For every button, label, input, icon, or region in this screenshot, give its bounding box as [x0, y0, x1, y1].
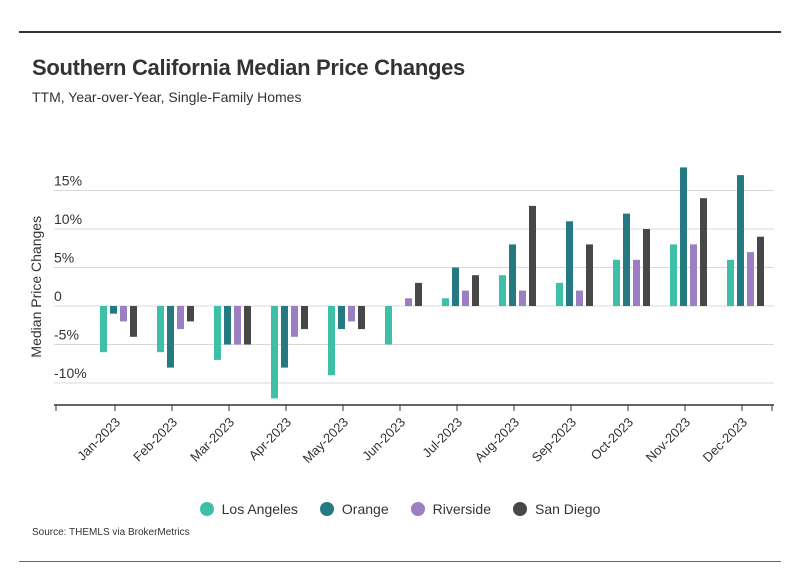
bar-los-angeles	[670, 244, 677, 306]
bar-san-diego	[244, 306, 251, 345]
bar-orange	[680, 167, 687, 306]
bar-orange	[566, 221, 573, 306]
x-tick-label: Feb-2023	[130, 415, 180, 465]
legend-item: Riverside	[410, 501, 491, 517]
bar-riverside	[234, 306, 241, 345]
bar-orange	[167, 306, 174, 368]
chart-card: Southern California Median Price Changes…	[19, 31, 781, 562]
bar-san-diego	[586, 244, 593, 306]
bar-san-diego	[700, 198, 707, 306]
bar-san-diego	[187, 306, 194, 322]
legend-item: San Diego	[512, 501, 601, 517]
bar-los-angeles	[556, 282, 563, 306]
bar-orange	[737, 175, 744, 306]
x-tick-label: Jun-2023	[359, 415, 408, 464]
x-tick-label: Sep-2023	[529, 415, 579, 465]
legend-item: Los Angeles	[199, 501, 298, 517]
bar-orange	[623, 213, 630, 306]
bar-san-diego	[757, 236, 764, 306]
bar-riverside	[405, 298, 412, 306]
bar-riverside	[120, 306, 127, 322]
bar-riverside	[576, 290, 583, 306]
legend-label: San Diego	[534, 501, 601, 517]
y-tick-label: 0	[54, 288, 62, 304]
bar-riverside	[633, 259, 640, 306]
bar-los-angeles	[385, 306, 392, 345]
bar-los-angeles	[214, 306, 221, 360]
bar-san-diego	[529, 205, 536, 306]
x-tick-label: Jan-2023	[74, 415, 123, 464]
bar-riverside	[291, 306, 298, 337]
bar-orange	[509, 244, 516, 306]
source-note: Source: THEMLS via BrokerMetrics	[32, 527, 190, 538]
y-tick-label: 5%	[54, 250, 74, 266]
bar-orange	[281, 306, 288, 368]
bar-san-diego	[301, 306, 308, 330]
bar-san-diego	[358, 306, 365, 330]
y-tick-label: -10%	[54, 365, 87, 381]
y-tick-label: 15%	[54, 173, 82, 189]
bar-los-angeles	[328, 306, 335, 376]
chart-legend: Los Angeles Orange Riverside San Diego	[19, 501, 781, 517]
x-tick-label: Oct-2023	[588, 415, 636, 463]
legend-swatch	[410, 502, 425, 516]
bar-riverside	[690, 244, 697, 306]
bar-riverside	[519, 290, 526, 306]
x-tick-label: Nov-2023	[643, 415, 693, 465]
x-tick-label: Dec-2023	[700, 415, 750, 465]
chart-subtitle: TTM, Year-over-Year, Single-Family Homes	[32, 89, 302, 105]
legend-label: Orange	[341, 501, 389, 517]
bar-los-angeles	[727, 259, 734, 306]
bar-orange	[110, 306, 117, 314]
bar-san-diego	[472, 275, 479, 306]
legend-swatch	[512, 502, 527, 516]
bar-riverside	[348, 306, 355, 322]
y-tick-label: -5%	[54, 327, 79, 343]
bar-riverside	[747, 252, 754, 306]
bar-los-angeles	[100, 306, 107, 353]
legend-swatch	[319, 502, 334, 516]
x-tick-label: Jul-2023	[419, 415, 465, 461]
x-tick-label: Apr-2023	[246, 415, 294, 463]
x-tick-label: May-2023	[300, 415, 351, 466]
bar-san-diego	[130, 306, 137, 337]
legend-item: Orange	[319, 501, 389, 517]
legend-label: Los Angeles	[221, 501, 298, 517]
legend-label: Riverside	[432, 501, 491, 517]
chart-title: Southern California Median Price Changes	[32, 55, 465, 80]
bar-riverside	[462, 290, 469, 306]
bar-san-diego	[643, 229, 650, 306]
bar-orange	[452, 267, 459, 306]
bar-los-angeles	[499, 275, 506, 306]
x-tick-label: Aug-2023	[472, 415, 522, 465]
y-tick-label: 10%	[54, 211, 82, 227]
x-tick-label: Mar-2023	[187, 415, 237, 465]
bar-san-diego	[415, 282, 422, 306]
bar-orange	[338, 306, 345, 330]
bar-los-angeles	[613, 259, 620, 306]
chart-plot: -10% -5% 0 5% 10% 15% Median Price Changes Jan-…	[28, 167, 774, 466]
bottom-rule	[19, 561, 781, 562]
bar-orange	[224, 306, 231, 345]
bar-los-angeles	[442, 298, 449, 306]
bar-los-angeles	[157, 306, 164, 353]
bar-riverside	[177, 306, 184, 330]
y-axis-title: Median Price Changes	[28, 216, 44, 358]
bar-los-angeles	[271, 306, 278, 399]
top-rule	[19, 31, 781, 33]
legend-swatch	[199, 502, 214, 516]
